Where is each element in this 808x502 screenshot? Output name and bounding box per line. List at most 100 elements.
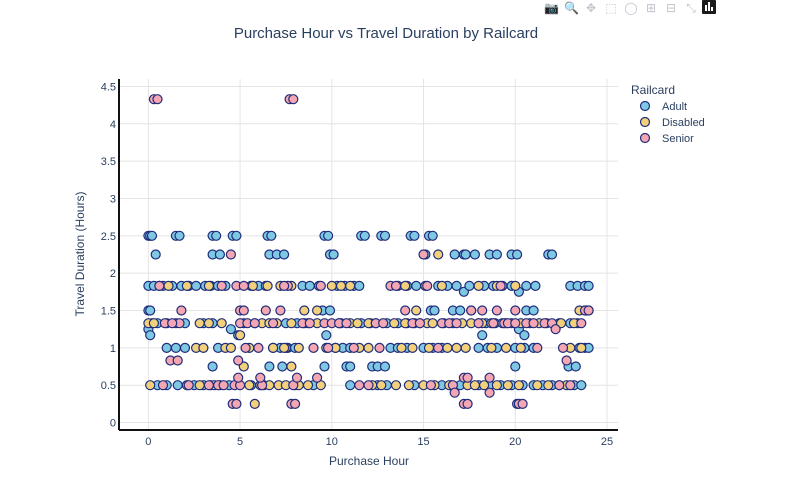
scatter-point xyxy=(345,361,356,372)
zoom-out-icon[interactable]: ⊟ xyxy=(665,1,677,15)
camera-icon[interactable]: 📷 xyxy=(544,1,559,15)
scatter-point xyxy=(191,280,202,291)
pan-icon[interactable]: ✥ xyxy=(585,1,597,15)
legend-item-senior[interactable]: Senior xyxy=(639,132,695,145)
legend-item-disabled[interactable]: Disabled xyxy=(639,116,705,129)
scatter-point xyxy=(146,230,158,241)
scatter-point xyxy=(326,280,337,291)
scatter-point xyxy=(376,380,387,391)
scatter-point xyxy=(279,280,290,291)
scatter-point xyxy=(238,280,249,291)
scatter-point xyxy=(501,342,512,353)
scatter-point xyxy=(469,249,480,260)
scatter-point xyxy=(179,342,191,353)
scatter-point xyxy=(304,318,315,329)
x-axis-title: Purchase Hour xyxy=(329,454,409,468)
scatter-point xyxy=(528,318,539,329)
scatter-point xyxy=(183,380,194,391)
scatter-point xyxy=(148,318,159,329)
y-tick-label: 2.5 xyxy=(101,231,116,243)
scatter-point xyxy=(363,342,374,353)
scatter-point xyxy=(157,380,169,391)
scatter-point xyxy=(304,280,315,291)
scatter-point xyxy=(216,280,227,291)
scatter-point xyxy=(422,280,433,291)
y-tick-label: 0 xyxy=(110,418,116,430)
x-tick-label: 10 xyxy=(326,436,338,448)
y-tick-label: 1 xyxy=(110,343,116,355)
scatter-point xyxy=(291,372,303,383)
scatter-point xyxy=(411,305,422,316)
x-tick-label: 5 xyxy=(237,436,243,448)
scatter-point xyxy=(433,249,444,260)
scatter-point xyxy=(286,361,297,372)
scatter-point xyxy=(502,380,513,391)
scatter-point xyxy=(449,249,460,260)
scatter-point xyxy=(145,305,156,316)
scatter-point xyxy=(570,361,581,372)
scatter-point xyxy=(207,361,218,372)
legend-item-adult[interactable]: Adult xyxy=(639,100,688,113)
zoom-in-icon[interactable]: ⊞ xyxy=(645,1,657,15)
scatter-point xyxy=(510,318,521,329)
lasso-select-icon[interactable]: ◯ xyxy=(624,1,638,15)
y-tick-label: 4 xyxy=(110,119,116,131)
scatter-point xyxy=(172,355,183,366)
scatter-point xyxy=(194,380,205,391)
legend-marker xyxy=(639,116,651,128)
scatter-point xyxy=(521,280,532,291)
scatter-point xyxy=(214,249,225,260)
scatter-point xyxy=(321,330,332,341)
scatter-point xyxy=(484,372,495,383)
y-tick-label: 2 xyxy=(110,268,116,280)
scatter-point xyxy=(469,380,480,391)
scatter-point xyxy=(449,387,460,398)
scatter-point xyxy=(341,318,352,329)
scatter-point xyxy=(396,342,407,353)
scatter-point xyxy=(315,280,326,291)
scatter-point xyxy=(546,249,558,260)
chart-title: Purchase Hour vs Travel Duration by Rail… xyxy=(234,25,538,42)
modebar: 📷🔍✥⬚◯⊞⊟⤡⌂ xyxy=(544,0,718,16)
scatter-point xyxy=(233,355,244,366)
y-tick-label: 3 xyxy=(110,193,116,205)
scatter-point xyxy=(345,380,356,391)
scatter-point xyxy=(484,387,495,398)
scatter-point xyxy=(279,249,290,260)
scatter-point xyxy=(264,361,275,372)
scatter-point xyxy=(203,318,214,329)
scatter-point xyxy=(374,342,385,353)
box-select-icon[interactable]: ⬚ xyxy=(605,1,617,15)
scatter-point xyxy=(519,330,530,341)
autoscale-icon[interactable]: ⤡ xyxy=(686,1,696,15)
scatter-point xyxy=(543,380,554,391)
scatter-point xyxy=(403,380,414,391)
scatter-point xyxy=(247,280,258,291)
scatter-point xyxy=(390,380,402,391)
scatter-point xyxy=(429,305,440,316)
y-tick-label: 3.5 xyxy=(101,156,116,168)
scatter-point xyxy=(528,305,539,316)
scatter-point xyxy=(299,305,310,316)
scatter-point xyxy=(163,280,174,291)
legend-title: Railcard xyxy=(631,83,675,97)
scatter-point xyxy=(218,380,229,391)
plotly-logo-icon[interactable] xyxy=(702,0,716,14)
scatter-point xyxy=(354,280,365,291)
x-tick-label: 15 xyxy=(417,436,429,448)
zoom-icon[interactable]: 🔍 xyxy=(564,1,579,15)
scatter-point xyxy=(414,318,425,329)
scatter-point xyxy=(379,230,391,241)
scatter-point xyxy=(477,330,488,341)
legend: Railcard Adult Disabled Senior xyxy=(631,83,705,145)
scatter-point xyxy=(286,318,297,329)
scatter-point xyxy=(279,342,290,353)
scatter-point xyxy=(150,249,161,260)
scatter-point xyxy=(266,230,277,241)
scatter-point xyxy=(517,398,528,409)
scatter-point xyxy=(510,280,521,291)
scatter-point xyxy=(460,249,471,260)
scatter-point xyxy=(473,342,484,353)
scatter-point xyxy=(290,398,301,409)
